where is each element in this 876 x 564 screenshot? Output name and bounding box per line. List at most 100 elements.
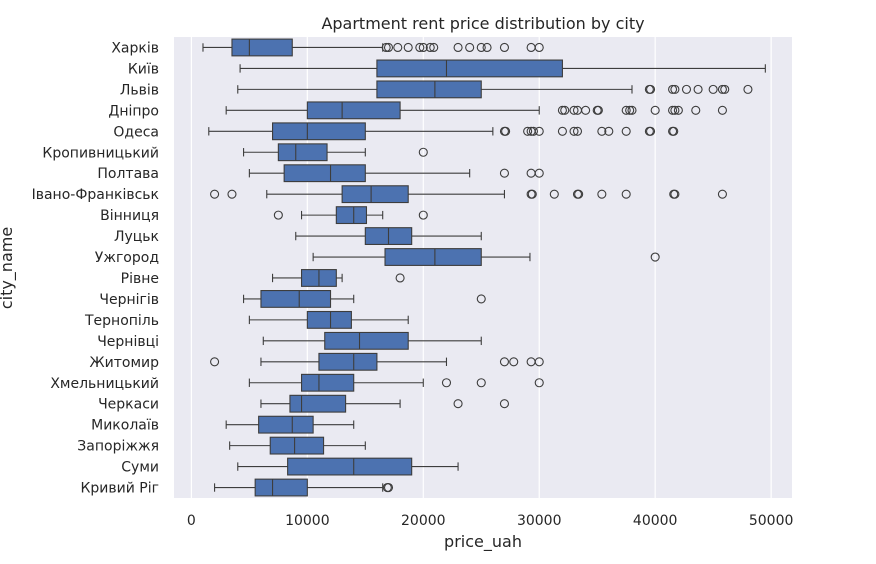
- box-iqr: [318, 352, 378, 371]
- outlier-point: [415, 42, 425, 53]
- box-group: [248, 164, 544, 183]
- outlier-point: [743, 84, 753, 94]
- y-tick-label: Харків: [111, 40, 159, 56]
- box-iqr: [283, 164, 366, 183]
- box-group: [243, 289, 486, 308]
- outlier-point: [210, 189, 220, 199]
- outlier-point: [593, 105, 603, 115]
- box-iqr: [341, 185, 409, 204]
- outlier-point: [528, 126, 538, 136]
- y-tick-label: Вінниця: [100, 208, 159, 224]
- outlier-point: [499, 42, 510, 53]
- box-group: [262, 331, 482, 350]
- outlier-point: [453, 399, 463, 409]
- outlier-point: [499, 357, 510, 367]
- x-tick-label: 10000: [285, 513, 330, 529]
- outlier-point: [621, 105, 631, 115]
- box-group: [225, 101, 727, 120]
- box-layer: [202, 38, 766, 497]
- y-tick-label: Полтава: [97, 166, 159, 182]
- box-group: [237, 457, 459, 476]
- box-iqr: [254, 478, 308, 497]
- y-tick-label: Черкаси: [98, 397, 159, 413]
- box-iqr: [306, 101, 401, 120]
- box-group: [239, 59, 766, 78]
- y-tick-label: Чернівці: [97, 334, 159, 350]
- box-iqr: [272, 122, 366, 141]
- outlier-point: [717, 189, 727, 199]
- outlier-point: [581, 105, 591, 115]
- chart-title: Apartment rent price distribution by cit…: [321, 14, 644, 33]
- box-iqr: [300, 373, 355, 392]
- outlier-point: [625, 105, 635, 115]
- outlier-point: [429, 42, 439, 53]
- y-tick-label: Чернігів: [99, 292, 159, 308]
- y-tick-label: Рівне: [121, 271, 159, 287]
- box-group: [237, 80, 753, 99]
- outlier-point: [681, 84, 692, 94]
- outlier-point: [720, 84, 730, 94]
- y-tick-label: Івано-Франківськ: [32, 187, 159, 203]
- outlier-point: [425, 42, 435, 53]
- outlier-point: [621, 189, 631, 199]
- outlier-point: [717, 105, 727, 115]
- y-tick-label: Львів: [120, 82, 159, 98]
- box-iqr: [376, 59, 563, 78]
- box-iqr: [231, 38, 293, 57]
- outlier-point: [395, 273, 405, 283]
- outlier-point: [668, 105, 678, 115]
- outlier-point: [476, 294, 486, 304]
- box-group: [273, 206, 428, 225]
- outlier-point: [227, 189, 237, 199]
- x-tick-label: 50000: [749, 513, 794, 529]
- outlier-point: [509, 357, 519, 367]
- outlier-point: [572, 126, 583, 136]
- y-tick-label: Кропивницький: [42, 145, 159, 161]
- y-category-labels: Харків Київ Львів Дніпро Одеса Кропивницький П…: [32, 40, 160, 496]
- outlier-point: [501, 126, 511, 136]
- outlier-point: [569, 126, 579, 136]
- box-group: [202, 38, 544, 57]
- x-tick-label: 20000: [401, 513, 446, 529]
- box-iqr: [260, 289, 332, 308]
- y-tick-label: Тернопіль: [84, 313, 159, 329]
- y-axis-title: city_name: [0, 227, 17, 309]
- box-group: [248, 310, 409, 329]
- outlier-point: [549, 189, 559, 199]
- y-tick-label: Одеса: [113, 124, 159, 140]
- box-iqr: [287, 457, 413, 476]
- outlier-point: [534, 378, 544, 388]
- box-iqr: [258, 415, 314, 434]
- box-iqr: [384, 248, 482, 266]
- outlier-point: [499, 399, 510, 409]
- box-group: [208, 122, 679, 141]
- outlier-point: [604, 126, 614, 136]
- box-group: [210, 352, 544, 371]
- box-iqr: [335, 206, 368, 225]
- y-tick-label: Київ: [128, 61, 159, 77]
- x-tick-label: 30000: [517, 513, 562, 529]
- y-tick-label: Суми: [121, 460, 159, 476]
- outlier-point: [627, 105, 637, 115]
- outlier-point: [476, 378, 486, 388]
- box-group: [295, 227, 482, 246]
- outlier-point: [669, 126, 679, 136]
- outlier-point: [441, 378, 452, 388]
- outlier-point: [717, 84, 727, 94]
- x-tick-label: 0: [187, 513, 196, 529]
- y-tick-label: Луцьк: [114, 229, 159, 245]
- outlier-point: [668, 84, 678, 94]
- outlier-point: [273, 210, 283, 220]
- outlier-point: [670, 189, 680, 199]
- box-iqr: [277, 143, 328, 162]
- outlier-point: [557, 105, 567, 115]
- box-group: [248, 373, 544, 392]
- outlier-point: [645, 84, 656, 94]
- box-group: [272, 269, 405, 287]
- outlier-point: [453, 42, 463, 53]
- box-iqr: [289, 394, 347, 413]
- box-iqr: [376, 80, 482, 99]
- outlier-point: [465, 42, 475, 53]
- outlier-point: [381, 42, 391, 53]
- outlier-point: [393, 42, 403, 53]
